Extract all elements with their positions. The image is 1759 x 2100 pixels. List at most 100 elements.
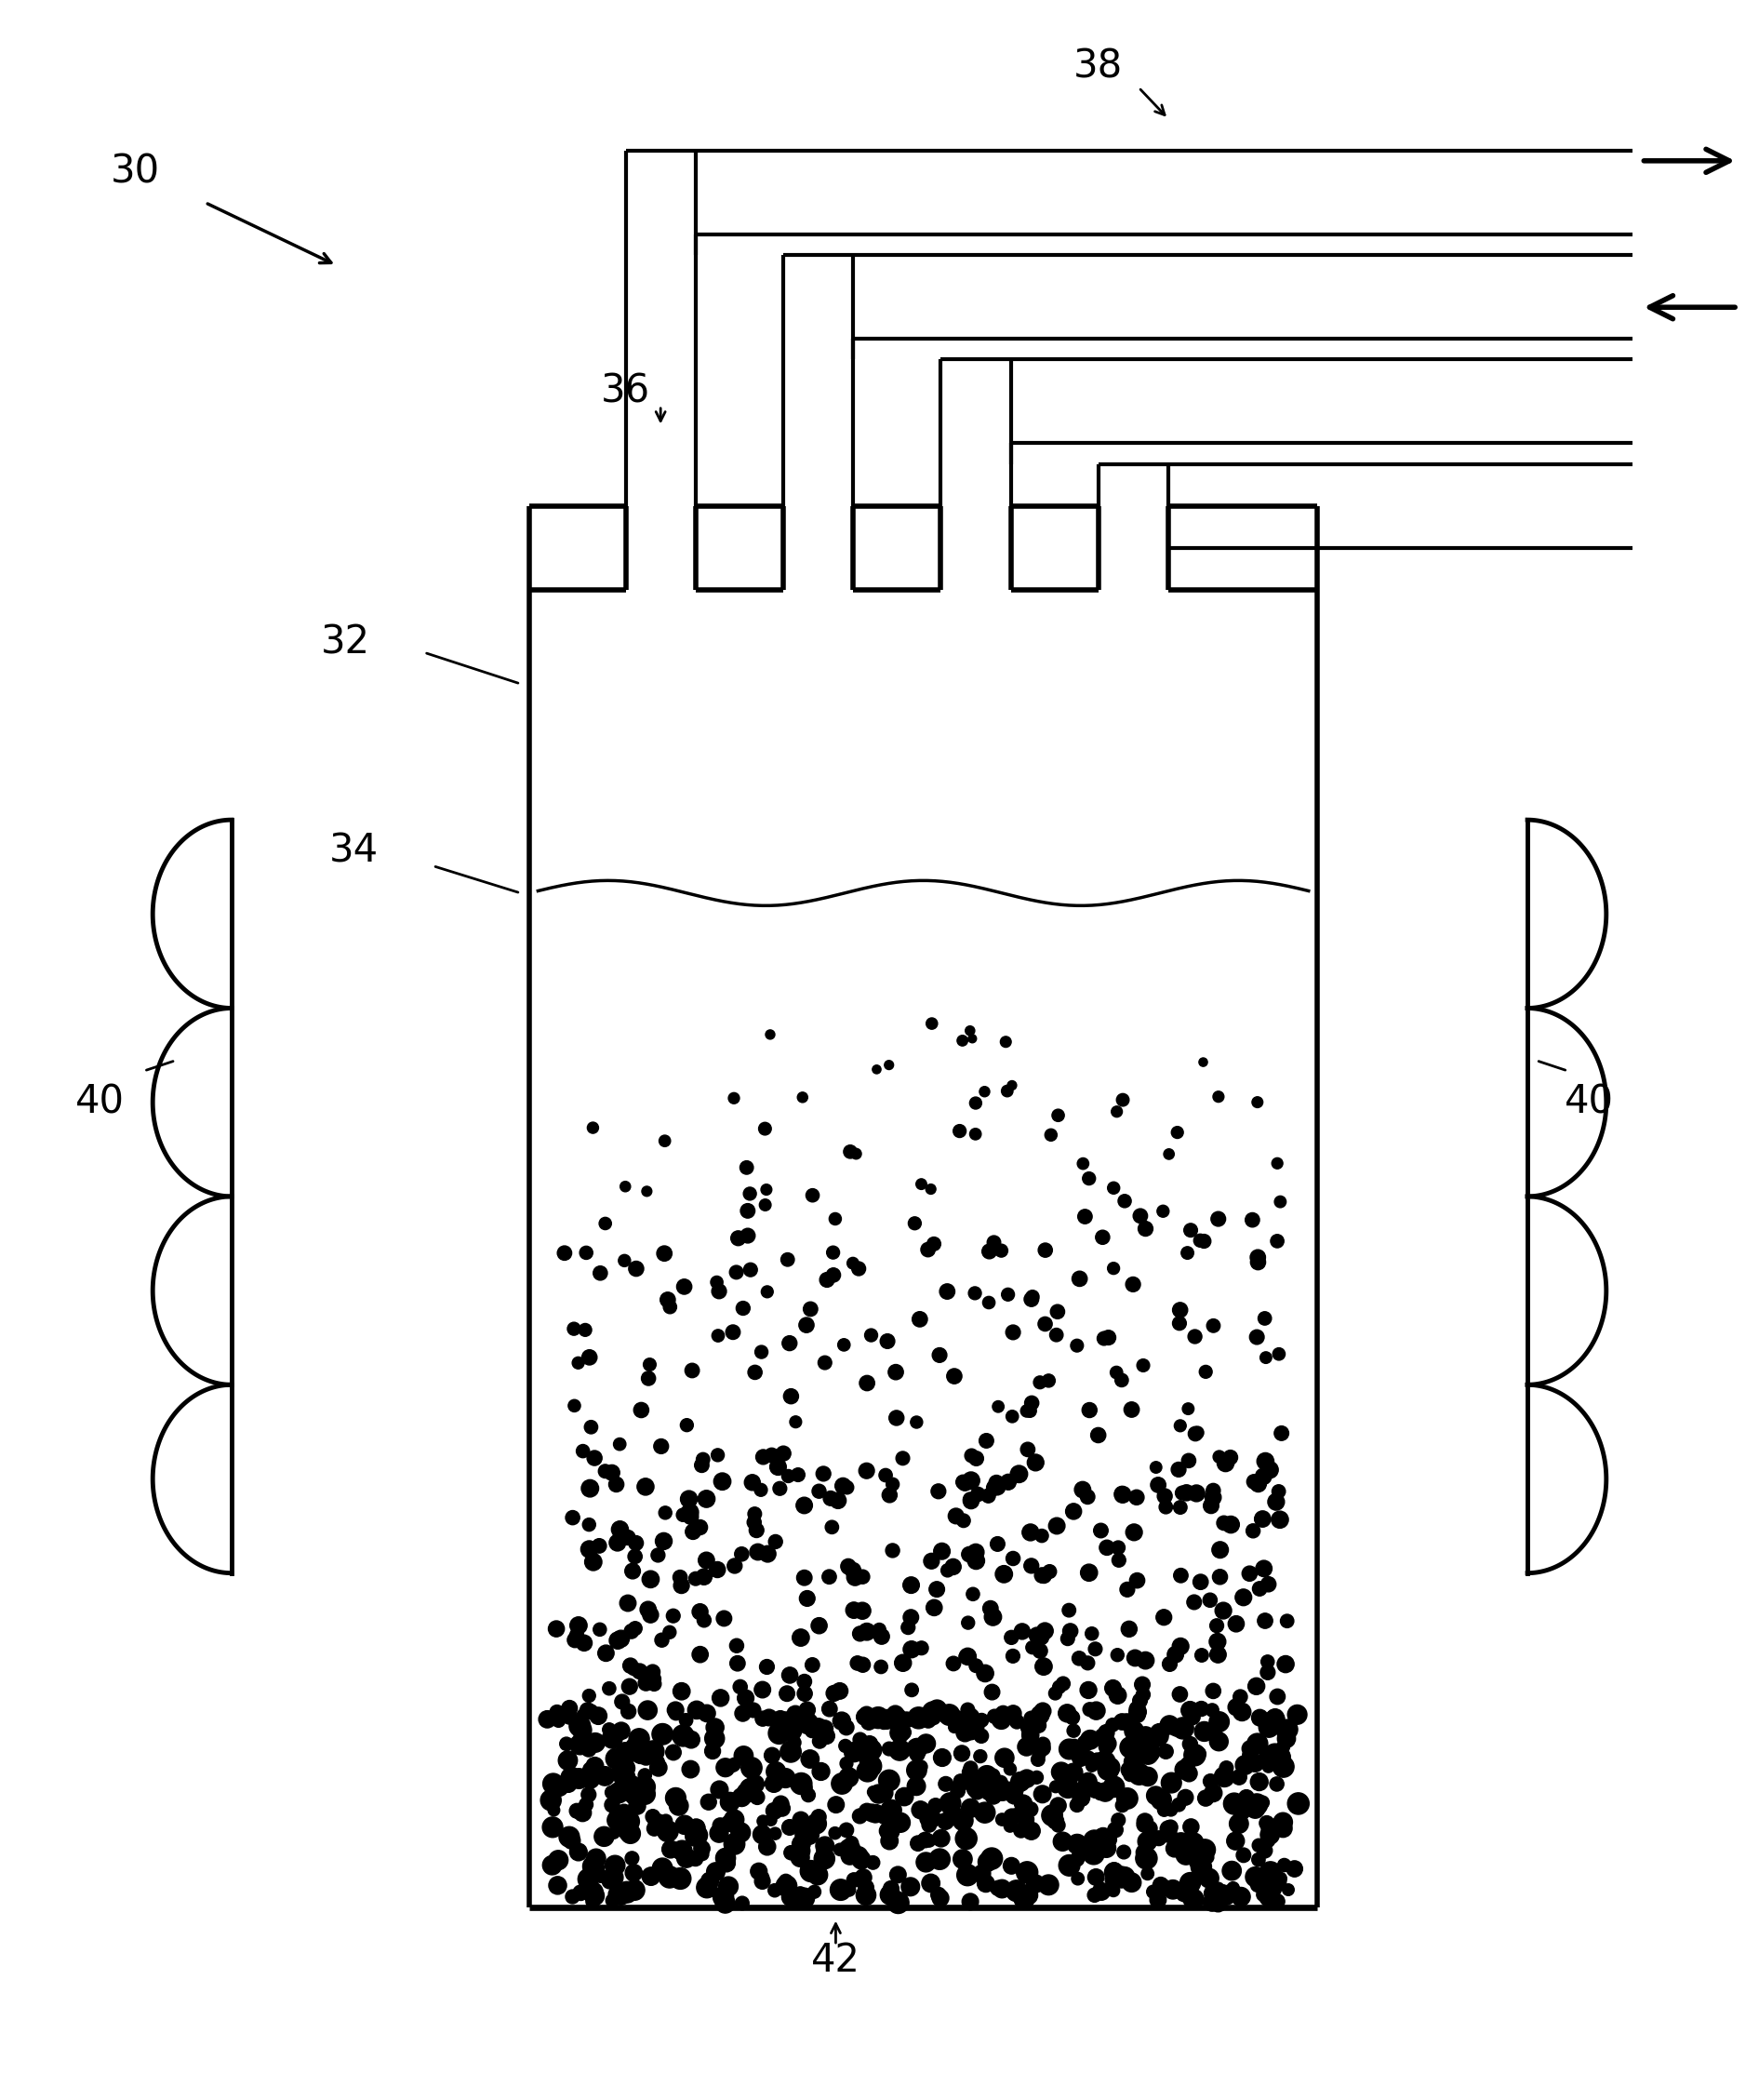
Point	[883, 1401, 911, 1434]
Point	[1105, 1531, 1133, 1565]
Point	[748, 1674, 776, 1707]
Point	[1168, 1831, 1196, 1865]
Point	[1017, 1516, 1045, 1550]
Point	[667, 1560, 695, 1594]
Point	[1082, 1861, 1110, 1894]
Point	[1066, 1262, 1094, 1296]
Point	[811, 1829, 839, 1863]
Point	[848, 1594, 876, 1628]
Point	[797, 1854, 825, 1888]
Point	[973, 1760, 1001, 1793]
Point	[637, 1562, 665, 1596]
Point	[1122, 1564, 1150, 1598]
Point	[686, 1594, 714, 1628]
Point	[1263, 1680, 1291, 1714]
Point	[542, 1613, 570, 1646]
Point	[647, 1623, 675, 1657]
Point	[1080, 1825, 1108, 1859]
Point	[980, 1226, 1008, 1260]
Point	[612, 1751, 640, 1785]
Point	[872, 1814, 901, 1848]
Point	[631, 1695, 660, 1728]
Point	[721, 1827, 749, 1861]
Point	[878, 1468, 906, 1502]
Point	[888, 1646, 916, 1680]
Point	[1110, 1835, 1138, 1869]
Point	[1156, 1810, 1184, 1844]
Point	[860, 1798, 888, 1831]
Point	[1078, 1617, 1106, 1651]
Point	[748, 1472, 776, 1506]
Point	[790, 1676, 818, 1709]
Point	[748, 1819, 776, 1852]
Point	[1205, 1201, 1233, 1235]
Point	[967, 1703, 996, 1737]
Point	[781, 1405, 809, 1438]
Point	[1129, 1348, 1157, 1382]
Point	[1150, 1478, 1179, 1512]
Point	[575, 1508, 603, 1541]
Point	[672, 1842, 700, 1875]
Point	[732, 1777, 760, 1810]
Point	[1117, 1730, 1145, 1764]
Point	[1120, 1714, 1149, 1747]
Point	[839, 1554, 867, 1588]
Point	[1003, 1705, 1031, 1739]
Point	[749, 1861, 777, 1894]
Point	[1108, 1476, 1136, 1510]
Point	[953, 1606, 982, 1640]
Point	[1205, 1705, 1233, 1739]
Point	[962, 1709, 990, 1743]
Point	[823, 1485, 851, 1518]
Point	[902, 1405, 931, 1438]
Point	[619, 1779, 647, 1812]
Point	[603, 1623, 631, 1657]
Point	[971, 1796, 999, 1829]
Point	[920, 1592, 948, 1625]
Point	[876, 1877, 904, 1911]
Point	[885, 1886, 913, 1919]
Point	[568, 1434, 596, 1468]
Point	[1071, 1199, 1099, 1233]
Point	[1091, 1774, 1119, 1808]
Point	[1135, 1737, 1163, 1770]
Point	[725, 1814, 753, 1848]
Point	[813, 1720, 841, 1754]
Point	[591, 1207, 619, 1241]
Point	[1045, 1808, 1073, 1842]
Point	[705, 1808, 734, 1842]
Text: 36: 36	[602, 372, 651, 410]
Point	[1177, 1867, 1205, 1900]
Point	[598, 1455, 626, 1489]
Point	[628, 1777, 656, 1810]
Point	[1017, 1550, 1045, 1583]
Point	[621, 1539, 649, 1573]
Point	[742, 1514, 770, 1548]
Point	[850, 1649, 878, 1682]
Point	[667, 1569, 695, 1602]
Point	[774, 1459, 802, 1493]
Point	[719, 1747, 748, 1781]
Point	[1231, 1749, 1259, 1783]
Point	[878, 1871, 906, 1905]
Point	[939, 1646, 967, 1680]
Point	[573, 1693, 602, 1726]
Point	[639, 1735, 667, 1768]
Point	[1068, 1472, 1096, 1506]
Point	[971, 1867, 999, 1900]
Point	[561, 1623, 589, 1657]
Point	[950, 1504, 978, 1537]
Point	[797, 1743, 825, 1777]
Point	[1120, 1516, 1149, 1550]
Point	[871, 1798, 899, 1831]
Point	[558, 1880, 586, 1913]
Point	[575, 1340, 603, 1373]
Point	[948, 1737, 976, 1770]
Point	[577, 1754, 605, 1787]
Point	[855, 1705, 883, 1739]
Point	[904, 1701, 932, 1735]
Point	[1215, 1875, 1244, 1909]
Point	[626, 1779, 654, 1812]
Point	[890, 1781, 918, 1814]
Point	[1108, 1789, 1136, 1823]
